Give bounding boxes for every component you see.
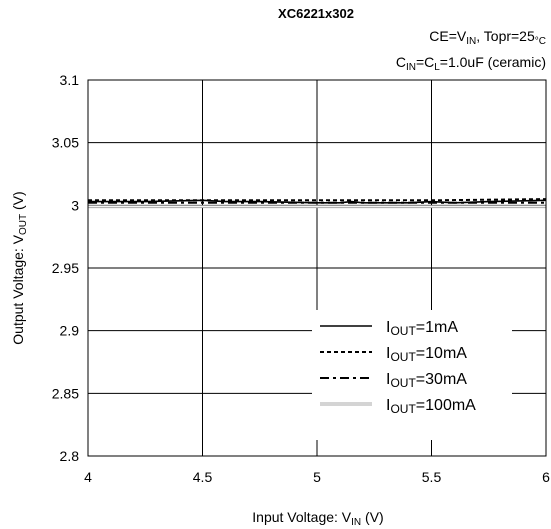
y-tick-label: 3.1: [60, 72, 80, 88]
series-line-10mA: [88, 198, 547, 202]
legend-label-100mA: IOUT=100mA: [386, 397, 476, 416]
y-tick-label: 3.05: [52, 135, 79, 151]
x-tick-label: 5.5: [422, 469, 442, 485]
x-tick-label: 5: [313, 469, 321, 485]
x-tick-label: 6: [542, 469, 550, 485]
chart-title: XC6221x302: [278, 6, 354, 21]
legend-label-30mA: IOUT=30mA: [386, 371, 467, 390]
legend-box: [312, 310, 512, 440]
series-lines: [88, 198, 547, 209]
series-line-1mA: [88, 199, 547, 204]
legend-label-10mA: IOUT=10mA: [386, 345, 467, 364]
legend-label-1mA: IOUT=1mA: [386, 319, 458, 338]
y-axis-label: Output Voltage: VOUT (V): [10, 191, 29, 344]
tick-labels: 4 4.5 5 5.5 6 2.8 2.85 2.9 2.95 3 3.05 3.1: [52, 72, 550, 485]
y-tick-label: 2.8: [60, 448, 80, 464]
condition-line-2: CIN=CL=1.0uF (ceramic): [396, 54, 546, 73]
y-tick-label: 2.95: [52, 260, 79, 276]
x-tick-label: 4: [84, 469, 92, 485]
y-tick-label: 3: [71, 197, 79, 213]
legend: IOUT=1mA IOUT=10mA IOUT=30mA IOUT=100mA: [312, 310, 512, 440]
y-tick-label: 2.9: [60, 323, 80, 339]
condition-line-1: CE=VIN, Topr=25°C: [429, 28, 546, 47]
x-tick-label: 4.5: [193, 469, 213, 485]
plot-frame: [87, 79, 547, 457]
y-tick-label: 2.85: [52, 385, 79, 401]
x-axis-label: Input Voltage: VIN (V): [252, 509, 383, 528]
